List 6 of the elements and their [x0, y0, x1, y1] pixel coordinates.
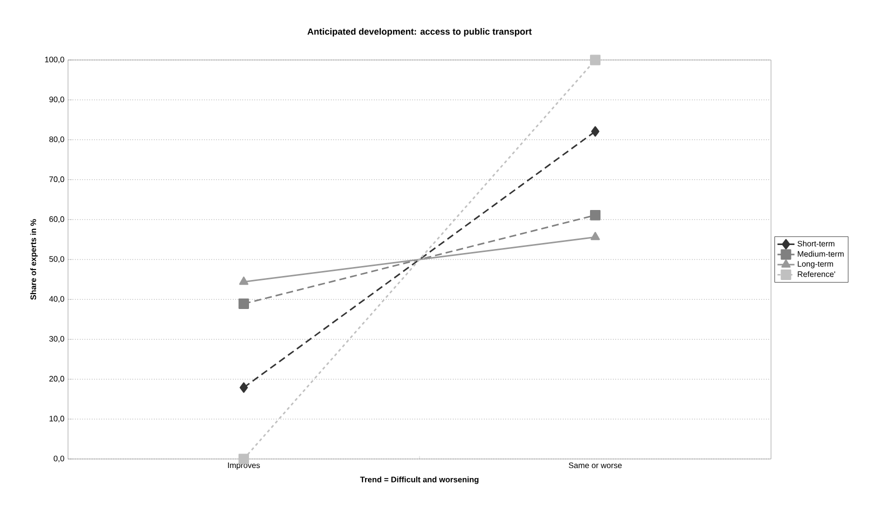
point — [590, 210, 600, 220]
point — [591, 126, 600, 137]
point — [590, 54, 600, 66]
point — [238, 298, 249, 310]
chart-title: Anticipated development: access to public transport — [307, 28, 532, 36]
point — [240, 382, 248, 393]
